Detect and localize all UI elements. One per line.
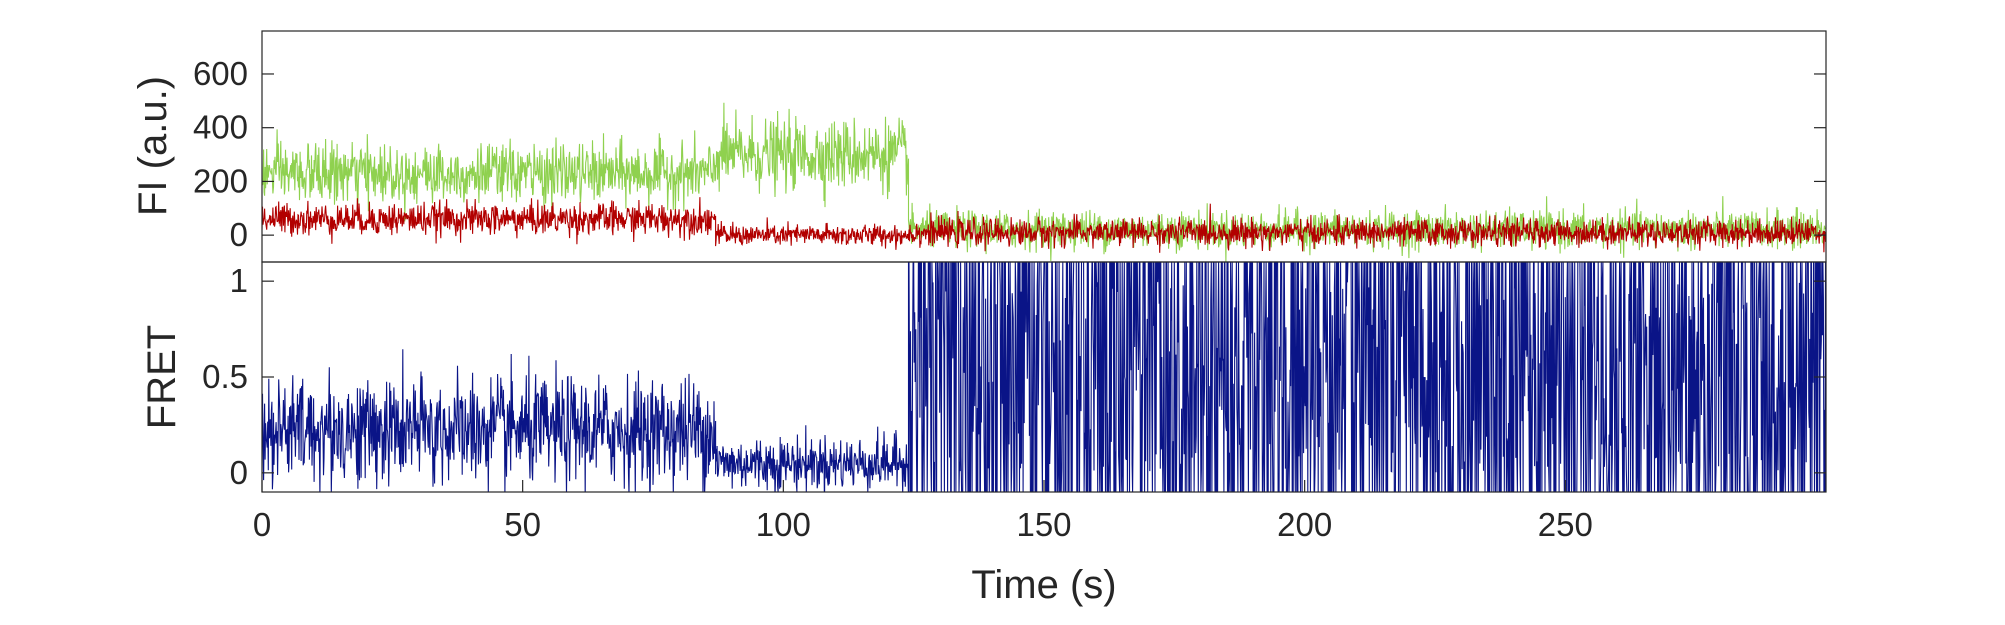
fluorescence-y-tick-label: 200 (193, 162, 248, 199)
fret-panel: 0 0.5 1 0 50 100 150 200 250 FRET Time (s) (140, 261, 1827, 607)
time-x-tick-label: 0 (253, 506, 271, 543)
fluorescence-series-line-1 (262, 197, 1826, 253)
time-x-tick-label: 100 (756, 506, 811, 543)
fluorescence-panel: 0 200 400 600 FI (a.u.) (131, 30, 1827, 263)
fret-y-tick-label: 0.5 (202, 358, 248, 395)
fluorescence-y-tick-label: 0 (230, 216, 248, 253)
time-x-axis-label: Time (s) (971, 563, 1116, 607)
fret-series-line-0 (262, 262, 1826, 492)
fluorescence-series-line-0 (262, 102, 1826, 262)
time-x-tick-label: 150 (1016, 506, 1071, 543)
fluorescence-y-tick-label: 400 (193, 109, 248, 146)
fret-y-axis-label: FRET (140, 325, 184, 429)
time-x-tick-label: 250 (1538, 506, 1593, 543)
time-x-tick-label: 50 (504, 506, 541, 543)
time-x-tick-label: 200 (1277, 506, 1332, 543)
fret-y-tick-label: 0 (230, 454, 248, 491)
fret-y-tick-label: 1 (230, 262, 248, 299)
fluorescence-y-axis-label: FI (a.u.) (131, 76, 175, 216)
fluorescence-y-tick-label: 600 (193, 55, 248, 92)
